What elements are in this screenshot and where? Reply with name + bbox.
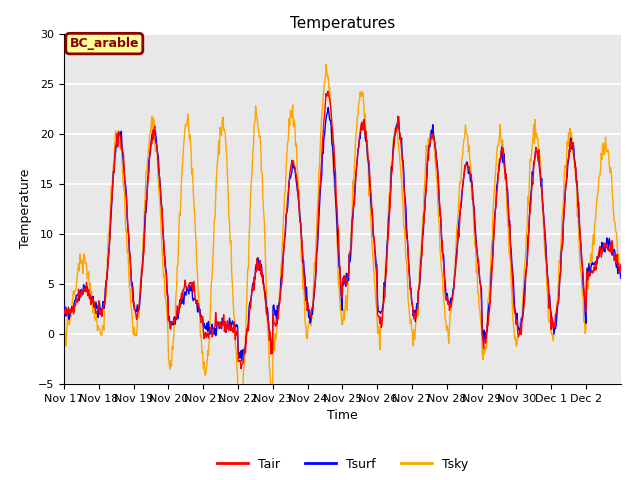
Tair [228, 325, 236, 331]
Tair [324, 88, 332, 94]
Legend: Tair, Tsurf, Tsky: Tair, Tsurf, Tsky [212, 453, 473, 476]
Tsurf [433, 155, 440, 161]
Tsurf [125, 248, 133, 253]
Tair [433, 158, 440, 164]
Tsky [125, 285, 133, 291]
X-axis label: Time: Time [327, 409, 358, 422]
Tsky [60, 322, 68, 327]
Title: Temperatures: Temperatures [290, 16, 395, 31]
Tsky [322, 61, 330, 67]
Tair [277, 284, 285, 289]
Tsky [256, 133, 264, 139]
Tair [60, 307, 68, 313]
Line: Tsurf: Tsurf [64, 108, 621, 361]
Tair [256, 258, 264, 264]
Line: Tsky: Tsky [64, 64, 621, 417]
Tair [617, 262, 625, 268]
Tsurf [60, 312, 68, 318]
Tsky [401, 239, 409, 245]
Tsurf [617, 276, 625, 281]
Tsurf [277, 275, 285, 281]
Text: BC_arable: BC_arable [70, 37, 139, 50]
Tsurf [324, 105, 332, 110]
Tair [237, 366, 245, 372]
Y-axis label: Temperature: Temperature [19, 169, 33, 249]
Tsky [228, 268, 236, 274]
Tsky [277, 263, 285, 268]
Tsurf [228, 321, 236, 327]
Tair [125, 245, 133, 251]
Line: Tair: Tair [64, 91, 621, 369]
Tsurf [238, 358, 246, 364]
Tsurf [401, 196, 409, 202]
Tsky [617, 267, 625, 273]
Tsky [236, 414, 243, 420]
Tsky [433, 172, 440, 178]
Tair [401, 204, 409, 210]
Tsurf [256, 263, 264, 268]
